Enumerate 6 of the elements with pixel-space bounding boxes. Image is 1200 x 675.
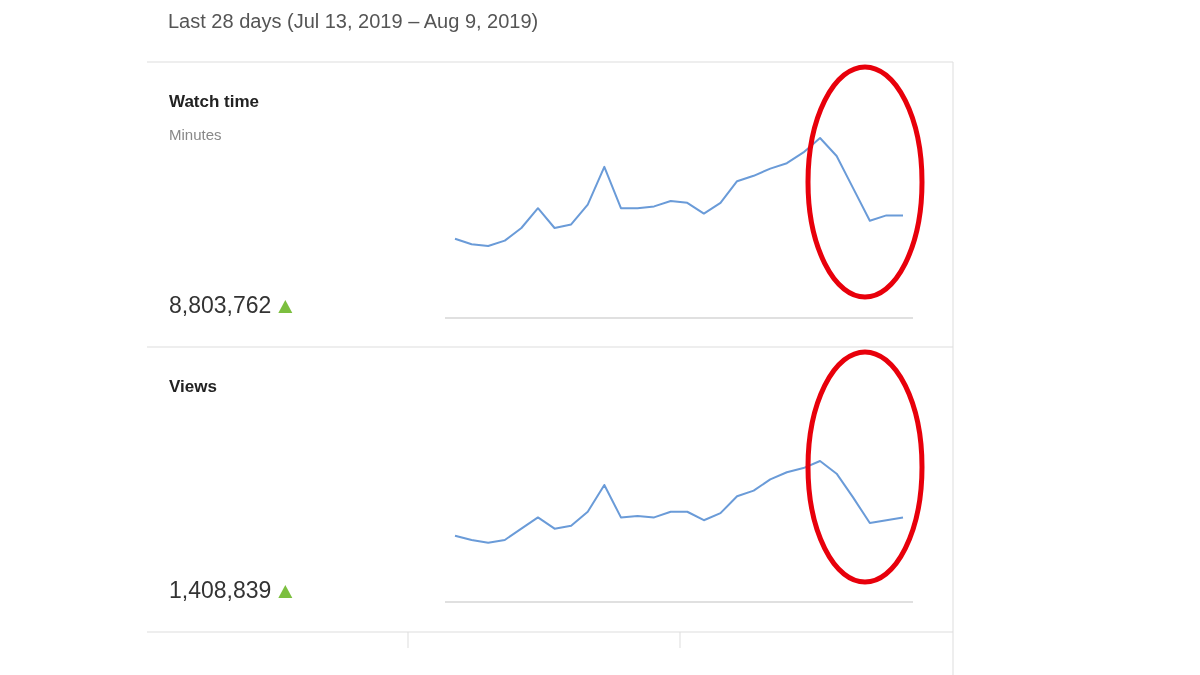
text: Minutes — [169, 126, 222, 143]
text: 8,803,762 — [169, 292, 272, 318]
text: Views — [169, 377, 217, 396]
text: 1,408,839 — [169, 577, 272, 603]
text: Watch time — [169, 92, 260, 111]
chart-title: Last 28 days (Jul 13, 2019 – Aug 9, 2019) — [168, 10, 539, 32]
